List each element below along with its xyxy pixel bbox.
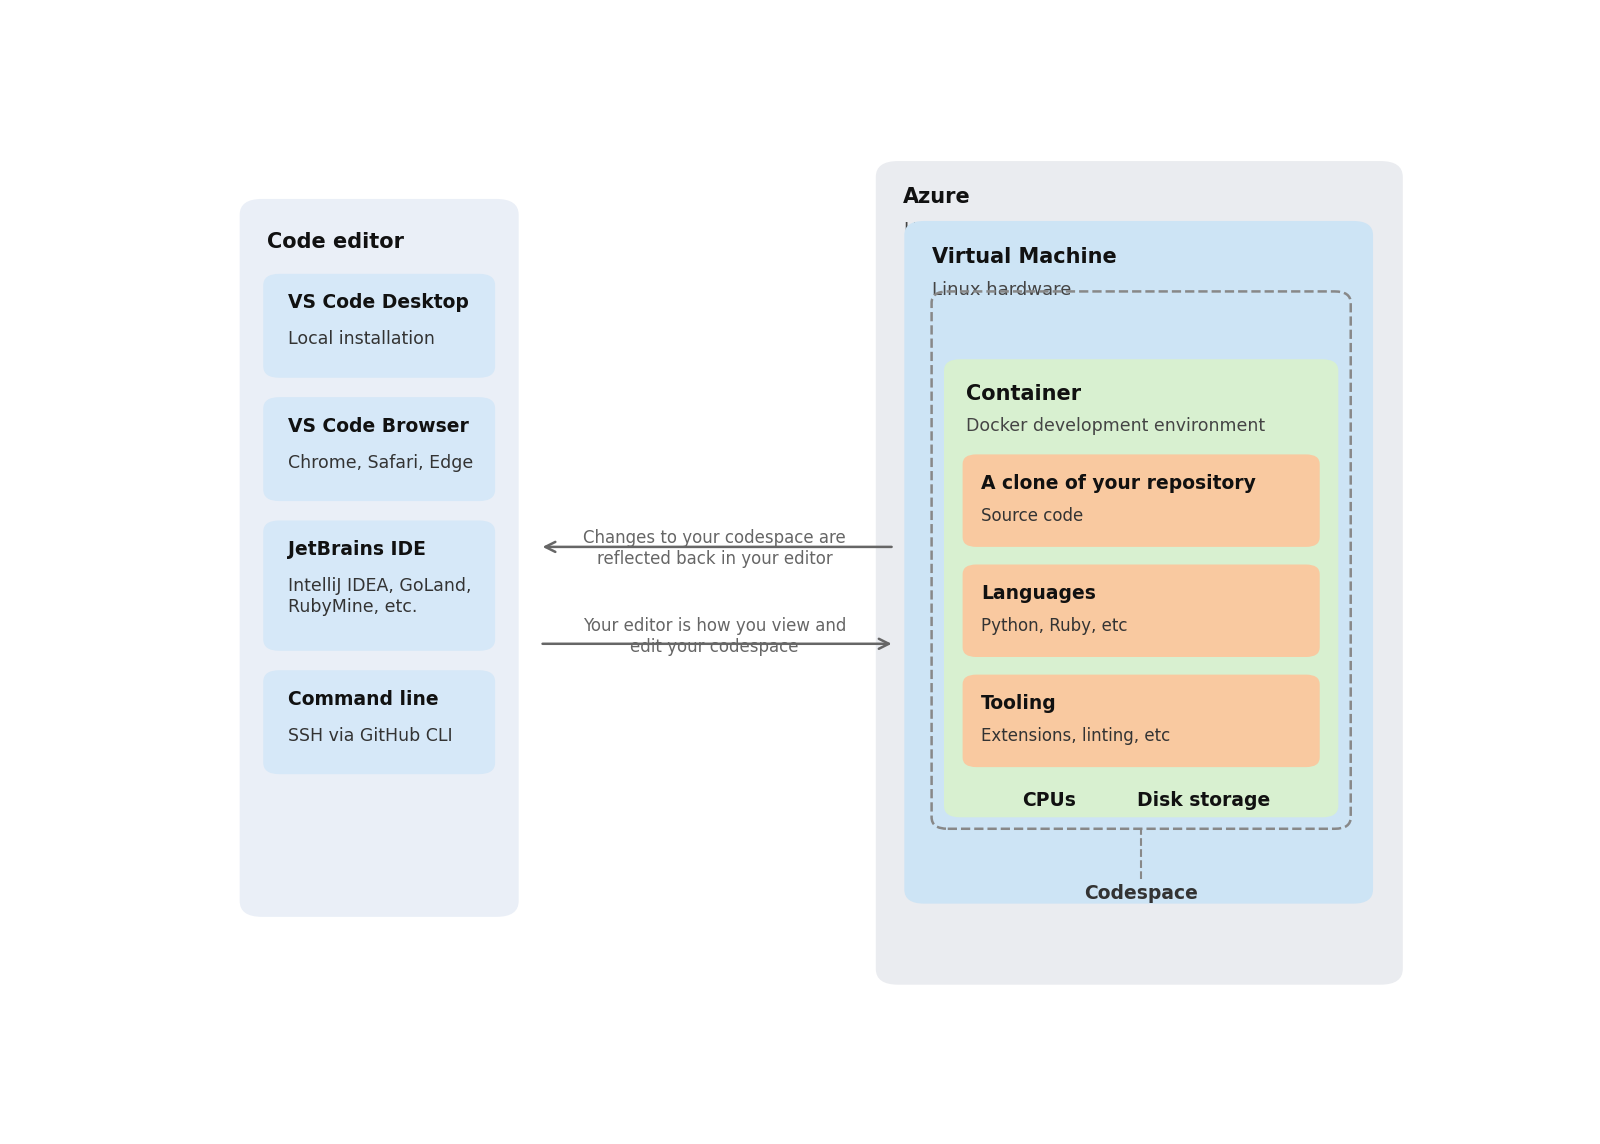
Text: Linux hardware: Linux hardware xyxy=(931,281,1070,299)
Text: Source code: Source code xyxy=(981,507,1083,525)
Text: CPUs: CPUs xyxy=(1022,792,1075,810)
Text: Extensions, linting, etc: Extensions, linting, etc xyxy=(981,728,1171,746)
Text: Docker development environment: Docker development environment xyxy=(966,418,1266,436)
FancyBboxPatch shape xyxy=(264,397,494,501)
Text: VS Code Browser: VS Code Browser xyxy=(288,416,469,436)
Text: VS Code Desktop: VS Code Desktop xyxy=(288,293,469,312)
Text: A clone of your repository: A clone of your repository xyxy=(981,474,1256,493)
Text: IntelliJ IDEA, GoLand,
RubyMine, etc.: IntelliJ IDEA, GoLand, RubyMine, etc. xyxy=(288,577,472,615)
Text: Python, Ruby, etc: Python, Ruby, etc xyxy=(981,618,1128,635)
Text: JetBrains IDE: JetBrains IDE xyxy=(288,540,426,558)
FancyBboxPatch shape xyxy=(264,273,494,378)
Text: Codespace: Codespace xyxy=(1085,883,1198,903)
FancyBboxPatch shape xyxy=(963,564,1320,657)
Text: Hosting: Hosting xyxy=(902,221,971,239)
FancyBboxPatch shape xyxy=(963,675,1320,768)
FancyBboxPatch shape xyxy=(875,161,1403,985)
FancyBboxPatch shape xyxy=(944,359,1338,817)
Text: Container: Container xyxy=(966,384,1082,404)
Text: Virtual Machine: Virtual Machine xyxy=(931,247,1117,268)
FancyBboxPatch shape xyxy=(264,521,494,651)
Text: Your editor is how you view and
edit your codespace: Your editor is how you view and edit you… xyxy=(582,618,846,657)
Text: Azure: Azure xyxy=(902,188,971,207)
Text: Tooling: Tooling xyxy=(981,694,1058,713)
Text: Code editor: Code editor xyxy=(267,232,403,253)
Text: Languages: Languages xyxy=(981,583,1096,603)
FancyBboxPatch shape xyxy=(240,199,518,916)
FancyBboxPatch shape xyxy=(963,454,1320,547)
Text: Disk storage: Disk storage xyxy=(1138,792,1270,810)
FancyBboxPatch shape xyxy=(904,221,1373,904)
FancyBboxPatch shape xyxy=(264,670,494,774)
Text: Changes to your codespace are
reflected back in your editor: Changes to your codespace are reflected … xyxy=(584,530,846,569)
Text: Chrome, Safari, Edge: Chrome, Safari, Edge xyxy=(288,453,474,471)
Text: SSH via GitHub CLI: SSH via GitHub CLI xyxy=(288,726,453,745)
Text: Command line: Command line xyxy=(288,690,438,708)
Text: Local installation: Local installation xyxy=(288,331,435,348)
